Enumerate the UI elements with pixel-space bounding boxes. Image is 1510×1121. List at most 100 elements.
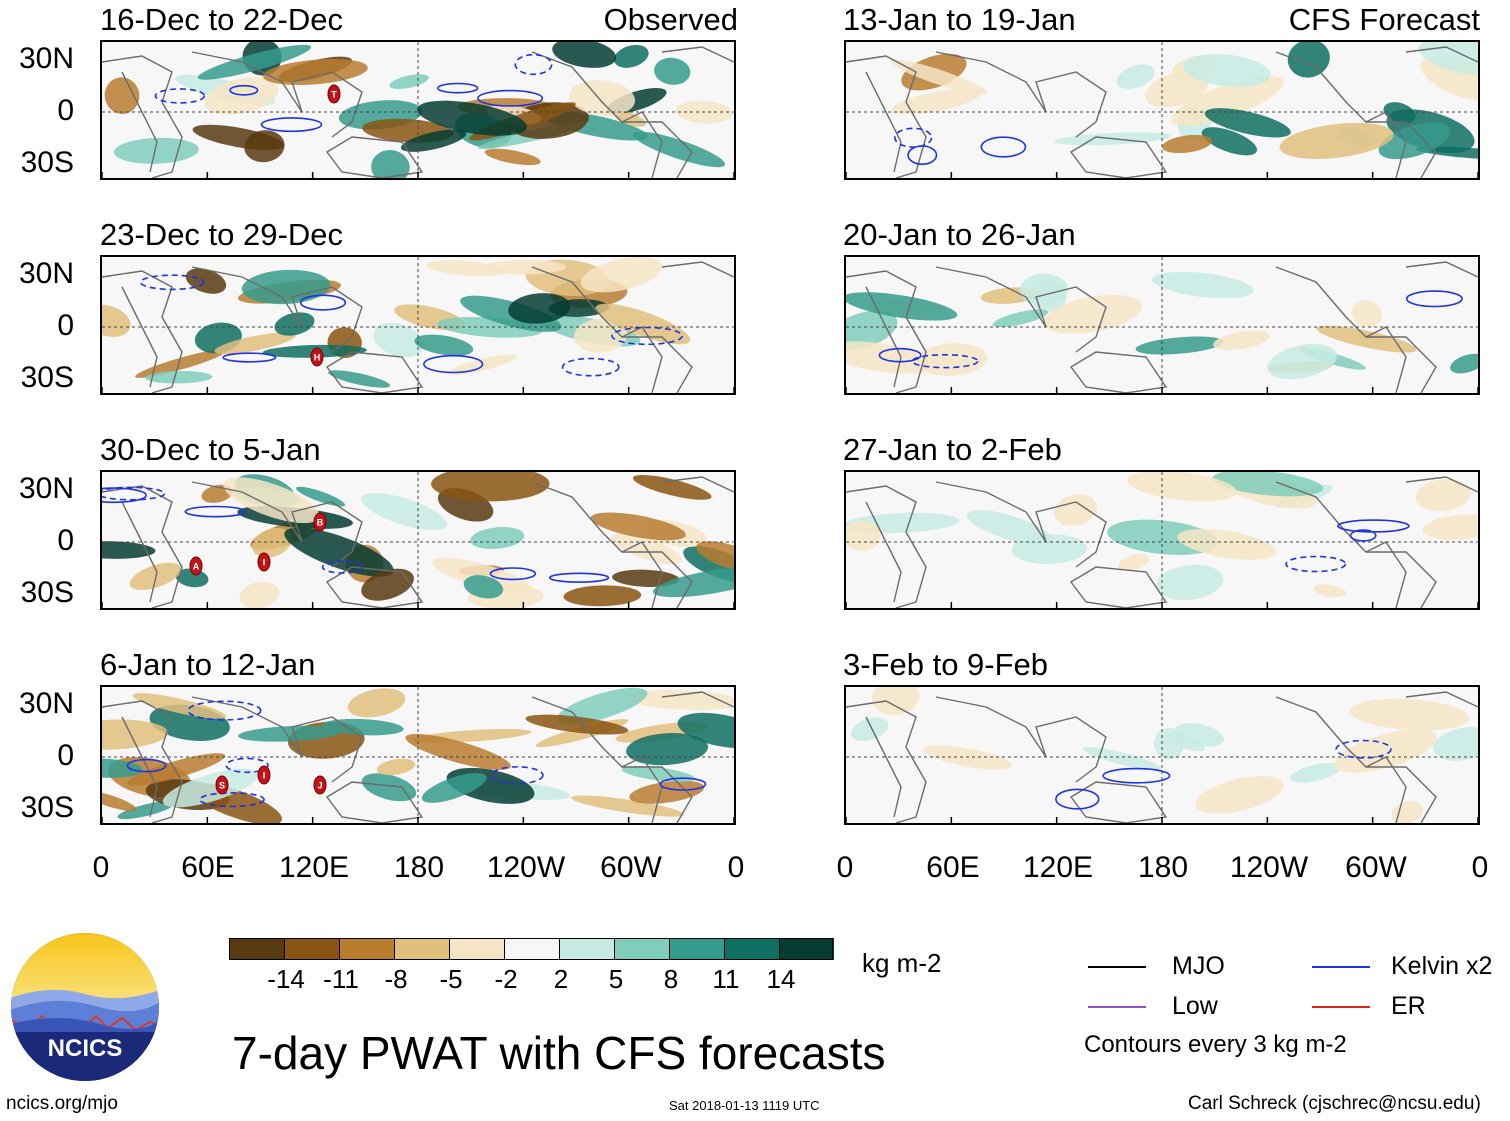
coastline xyxy=(121,286,158,388)
pwat-anomaly-blob xyxy=(470,527,525,549)
colorbar-swatch xyxy=(669,938,724,960)
pwat-anomaly-blob xyxy=(322,718,404,736)
storm-marker: I xyxy=(257,552,271,572)
pwat-anomaly-blob xyxy=(192,124,284,150)
map-panel-obs-2: H xyxy=(100,255,736,395)
coastline xyxy=(661,476,734,493)
kelvin-contour xyxy=(102,487,147,504)
kelvin-contour xyxy=(878,347,922,363)
pwat-anomaly-blob xyxy=(614,111,646,127)
storm-marker: I xyxy=(257,765,271,785)
pwat-anomaly-blob xyxy=(1162,134,1213,154)
lon-label: 0 xyxy=(836,851,854,884)
panel-title-right-2: 20-Jan to 26-Jan xyxy=(843,217,1076,252)
coastline xyxy=(1405,261,1478,278)
lat-label-30n: 30N xyxy=(18,257,74,290)
colorbar-label: 5 xyxy=(608,964,624,994)
coastline xyxy=(865,501,902,603)
kelvin-contour xyxy=(225,757,269,774)
coastline xyxy=(846,700,927,823)
pwat-anomaly-blob xyxy=(463,575,504,599)
coastline xyxy=(846,55,927,178)
coastline xyxy=(1069,781,1168,823)
pwat-anomaly-blob xyxy=(1415,146,1478,161)
pwat-anomaly-blob xyxy=(102,790,137,812)
storm-marker-label: B xyxy=(317,518,324,528)
storm-marker-label: T xyxy=(331,90,337,100)
pwat-field: B A I xyxy=(102,472,734,608)
coastline xyxy=(846,485,927,608)
figure-title: 7-day PWAT with CFS forecasts xyxy=(232,1027,886,1079)
kelvin-contour xyxy=(980,136,1027,158)
pwat-anomaly-blob xyxy=(1290,762,1341,783)
pwat-anomaly-blob xyxy=(1164,734,1205,752)
colorbar-label: -14 xyxy=(267,964,305,994)
lon-label: 120W xyxy=(486,851,566,884)
lon-label: 0 xyxy=(92,851,110,884)
kelvin-contour xyxy=(184,505,247,518)
legend-low-line xyxy=(1088,1006,1146,1008)
lon-label: 120E xyxy=(278,851,350,884)
panel-title-right-1: 13-Jan to 19-Jan xyxy=(843,2,1076,37)
panel-title-left-3: 30-Dec to 5-Jan xyxy=(100,432,321,467)
observed-tag: Observed xyxy=(603,2,738,37)
pwat-anomaly-blob xyxy=(1204,108,1291,138)
kelvin-contour xyxy=(199,791,265,808)
pwat-anomaly-blob xyxy=(1177,528,1277,560)
kelvin-contour xyxy=(1102,767,1171,784)
coastline xyxy=(661,691,734,708)
footer-url[interactable]: ncics.org/mjo xyxy=(6,1093,118,1114)
coastline xyxy=(325,351,424,393)
legend-mjo-label: MJO xyxy=(1172,952,1225,980)
colorbar-label: -2 xyxy=(494,964,518,994)
pwat-anomaly-blob xyxy=(1422,514,1478,540)
pwat-anomaly-blob xyxy=(508,293,571,324)
lon-label: 180 xyxy=(393,851,445,884)
pwat-anomaly-blob xyxy=(1053,494,1098,527)
map-panel-obs-1: T xyxy=(100,40,736,180)
panel-title-right-3: 27-Jan to 2-Feb xyxy=(843,432,1062,467)
pwat-anomaly-blob xyxy=(426,260,505,277)
pwat-anomaly-blob xyxy=(1195,776,1285,814)
coastline xyxy=(325,136,424,178)
storm-marker-label: A xyxy=(193,562,200,572)
map-panel-fcst-4 xyxy=(844,685,1480,825)
kelvin-contour xyxy=(187,700,262,721)
map-panel-obs-4: I S J xyxy=(100,685,736,825)
pwat-field xyxy=(846,687,1478,823)
colorbar-swatch xyxy=(449,938,504,960)
colorbar-swatch xyxy=(614,938,669,960)
kelvin-contour xyxy=(260,117,323,133)
coastline xyxy=(1069,566,1168,608)
coastline xyxy=(865,71,902,173)
coastline xyxy=(1069,351,1168,393)
storm-marker-label: S xyxy=(219,781,225,791)
pwat-anomaly-blob xyxy=(482,259,566,275)
pwat-anomaly-blob xyxy=(135,349,228,378)
kelvin-contour xyxy=(477,89,544,107)
colorbar-swatch xyxy=(504,938,559,960)
kelvin-contour xyxy=(1405,290,1463,308)
lon-label: 60E xyxy=(926,851,980,884)
lat-label-30n: 30N xyxy=(18,472,74,505)
colorbar-swatch xyxy=(724,938,779,960)
pwat-anomaly-blob xyxy=(889,59,988,95)
kelvin-contour xyxy=(229,84,259,96)
pwat-anomaly-blob xyxy=(361,568,414,601)
pwat-anomaly-blob xyxy=(1383,102,1416,124)
legend-note: Contours every 3 kg m-2 xyxy=(1084,1031,1347,1058)
pwat-anomaly-blob xyxy=(1135,336,1224,355)
pwat-anomaly-blob xyxy=(102,758,143,778)
pwat-anomaly-blob xyxy=(405,733,511,770)
pwat-anomaly-blob xyxy=(590,512,686,541)
storm-marker-label: I xyxy=(263,558,266,568)
colorbar-label: -8 xyxy=(384,964,408,994)
panel-title-left-2: 23-Dec to 29-Dec xyxy=(100,217,343,252)
kelvin-contour xyxy=(659,777,707,791)
colorbar-frame xyxy=(229,938,833,960)
pwat-field: H xyxy=(102,257,734,393)
kelvin-contour xyxy=(489,567,537,581)
lon-label: 120W xyxy=(1229,851,1309,884)
pwat-anomaly-blob xyxy=(967,510,1053,545)
pwat-anomaly-blob xyxy=(145,370,213,384)
